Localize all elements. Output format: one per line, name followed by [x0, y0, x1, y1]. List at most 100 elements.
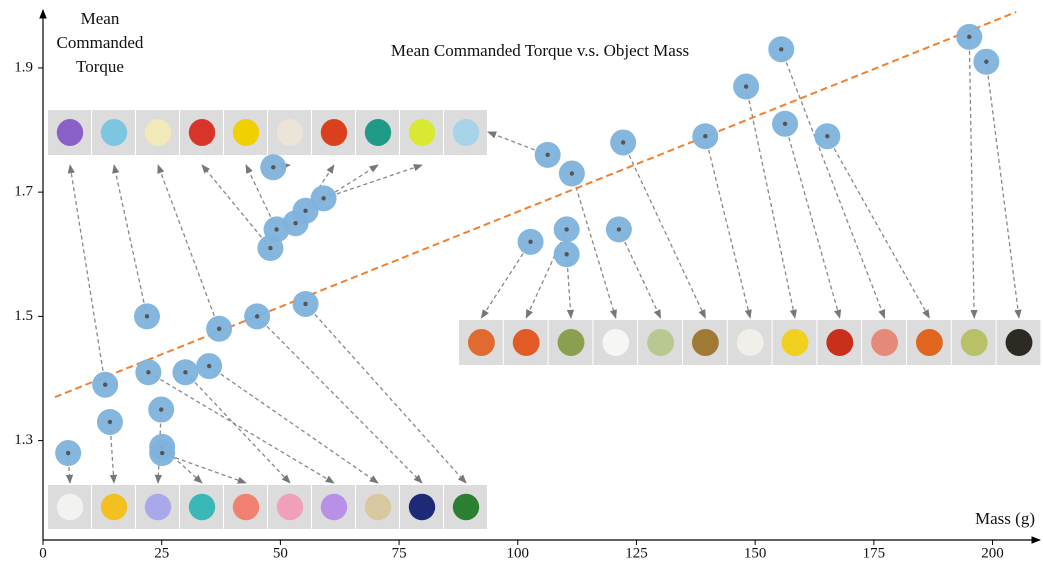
arrow — [114, 165, 147, 316]
thumbnail-object — [101, 494, 127, 520]
thumbnail-object — [277, 494, 303, 520]
x-tick-label: 175 — [863, 545, 886, 561]
arrow — [202, 165, 270, 248]
arrow — [572, 174, 616, 318]
thumbnail-object — [233, 494, 259, 520]
x-axis-label: Mass (g) — [975, 509, 1035, 528]
point-center — [303, 302, 307, 306]
x-tick-label: 200 — [981, 545, 1004, 561]
thumbnail-object — [647, 329, 674, 356]
chart-title: Mean Commanded Torque v.s. Object Mass — [391, 41, 689, 60]
arrow — [623, 142, 705, 318]
x-tick-label: 100 — [507, 545, 530, 561]
point-center — [528, 240, 532, 244]
point-center — [703, 134, 707, 138]
thumbnail-object — [692, 329, 719, 356]
thumbnail-object — [101, 119, 127, 146]
y-tick-label: 1.5 — [14, 308, 33, 324]
thumbnail-object — [737, 329, 764, 356]
arrow — [785, 124, 840, 318]
point-center — [570, 171, 574, 175]
x-tick-label: 0 — [39, 545, 47, 561]
point-center — [274, 227, 278, 231]
point-center — [160, 451, 164, 455]
thumbnail-object — [57, 494, 83, 520]
thumbnail-object — [277, 119, 303, 146]
y-tick-label: 1.9 — [14, 59, 33, 75]
point-center — [564, 227, 568, 231]
point-center — [255, 314, 259, 318]
arrow — [705, 136, 750, 318]
point-center — [108, 420, 112, 424]
x-tick-label: 75 — [392, 545, 407, 561]
thumbnail-object — [558, 329, 585, 356]
arrow — [986, 62, 1019, 318]
point-center — [783, 122, 787, 126]
thumbnail-object — [409, 119, 435, 146]
x-tick-label: 50 — [273, 545, 288, 561]
point-center — [271, 165, 275, 169]
arrow — [481, 242, 530, 318]
thumbnail-object — [513, 329, 540, 356]
arrow — [619, 229, 661, 318]
thumbnail-object — [453, 119, 479, 146]
thumbnail-object — [826, 329, 853, 356]
arrow — [185, 372, 290, 483]
point-center — [545, 153, 549, 157]
arrow — [148, 372, 334, 483]
point-center — [207, 364, 211, 368]
arrow — [969, 37, 974, 318]
arrow — [324, 165, 422, 198]
thumbnail-object — [321, 494, 347, 520]
thumbnail-object — [145, 494, 171, 520]
thumbnail-object — [961, 329, 988, 356]
point-center — [564, 252, 568, 256]
point-center — [967, 35, 971, 39]
x-tick-label: 150 — [744, 545, 767, 561]
arrow — [306, 304, 466, 483]
thumbnail-object — [1006, 329, 1033, 356]
thumbnail-object — [365, 119, 391, 146]
thumbnail-object — [365, 494, 391, 520]
point-center — [825, 134, 829, 138]
thumbnail-object — [916, 329, 943, 356]
y-tick-label: 1.3 — [14, 432, 33, 448]
point-center — [183, 370, 187, 374]
point-center — [159, 407, 163, 411]
thumbnail-object — [233, 119, 259, 146]
thumbnail-object — [871, 329, 898, 356]
thumbnail-object — [321, 119, 347, 146]
point-center — [321, 196, 325, 200]
point-center — [66, 451, 70, 455]
point-center — [103, 383, 107, 387]
x-tick-label: 25 — [154, 545, 169, 561]
thumbnail-object — [189, 119, 215, 146]
chart: Mean Commanded Torque v.s. Object Mass M… — [0, 0, 1043, 562]
thumbnail-object — [57, 119, 83, 146]
point-center — [621, 140, 625, 144]
thumbnail-object — [189, 494, 215, 520]
point-center — [145, 314, 149, 318]
point-center — [293, 221, 297, 225]
thumbnails — [48, 110, 1040, 529]
thumbnail-object — [409, 494, 435, 520]
thumbnail-object — [782, 329, 809, 356]
point-center — [744, 84, 748, 88]
arrow — [827, 136, 929, 318]
point-center — [779, 47, 783, 51]
arrow — [70, 165, 105, 385]
x-tick-label: 125 — [625, 545, 648, 561]
arrows — [68, 37, 1019, 483]
thumbnail-object — [602, 329, 629, 356]
thumbnail-object — [468, 329, 495, 356]
point-center — [617, 227, 621, 231]
thumbnail-object — [145, 119, 171, 146]
arrow — [158, 165, 219, 329]
point-center — [303, 209, 307, 213]
arrow — [781, 49, 884, 318]
point-center — [217, 327, 221, 331]
thumbnail-object — [453, 494, 479, 520]
point-center — [984, 59, 988, 63]
y-tick-label: 1.7 — [14, 184, 33, 200]
